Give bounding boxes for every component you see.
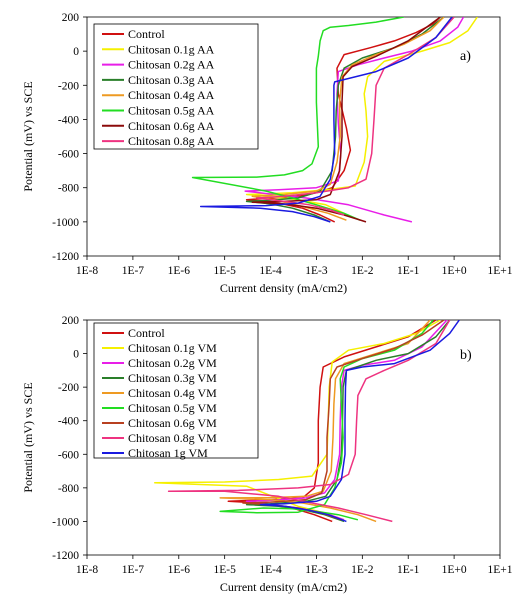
x-tick-label: 1E-4 xyxy=(259,265,282,277)
series-line-chitosan-0-8g-vm xyxy=(167,320,451,523)
legend-label: Chitosan 0.3g AA xyxy=(128,73,215,87)
series-line-chitosan-0-3g-aa xyxy=(245,17,445,223)
legend-label: Control xyxy=(128,27,165,41)
legend-label: Chitosan 0.4g VM xyxy=(128,386,217,400)
plot-area-frame xyxy=(86,16,501,257)
x-tick-label: 1E-7 xyxy=(122,564,145,576)
x-axis-title: Current density (mA/cm2) xyxy=(220,580,347,594)
x-tick-label: 1E+0 xyxy=(442,564,467,576)
x-tick-label: 1E-3 xyxy=(305,564,328,576)
legend-label: Chitosan 0.5g AA xyxy=(128,104,215,118)
legend-label: Control xyxy=(128,326,165,340)
series-line-chitosan-1g-vm xyxy=(259,320,460,523)
series-line-chitosan-0-2g-vm xyxy=(245,320,448,521)
y-axis-title: Potential (mV) vs SCE xyxy=(21,382,35,492)
legend-label: Chitosan 0.6g AA xyxy=(128,119,215,133)
series-line-chitosan-0-5g-aa xyxy=(191,17,404,221)
y-tick-label: -600 xyxy=(58,149,79,161)
x-tick-label: 1E-8 xyxy=(76,564,99,576)
y-tick-label: -1200 xyxy=(52,550,79,562)
legend-label: Chitosan 0.8g AA xyxy=(128,134,215,148)
x-tick-label: 1E-1 xyxy=(397,265,420,277)
y-tick-label: -600 xyxy=(58,449,79,461)
y-tick-label: -200 xyxy=(58,382,79,394)
y-tick-label: -1200 xyxy=(52,251,79,263)
legend-box xyxy=(93,23,259,150)
y-tick-label: 200 xyxy=(62,12,80,24)
panel-label: a) xyxy=(460,49,471,64)
y-tick-label: -400 xyxy=(58,416,79,428)
x-tick-label: 1E-2 xyxy=(351,564,374,576)
series-line-control xyxy=(245,17,441,223)
y-tick-label: -400 xyxy=(58,114,79,126)
legend-label: Chitosan 0.1g AA xyxy=(128,42,215,56)
legend-label: Chitosan 1g VM xyxy=(128,446,208,460)
x-tick-label: 1E-6 xyxy=(168,265,191,277)
y-axis-title: Potential (mV) vs SCE xyxy=(21,81,35,191)
legend-label: Chitosan 0.2g VM xyxy=(128,356,217,370)
x-tick-label: 1E-3 xyxy=(305,265,328,277)
chart-panel-b: 200 0 -200 -400 -600 -800 -1000 -1200 1E-8 1E-7 1E… xyxy=(21,315,513,594)
x-tick-label: 1E-1 xyxy=(397,564,420,576)
y-tick-label: 0 xyxy=(73,349,79,361)
legend-box xyxy=(93,322,259,459)
plot-area-frame xyxy=(86,319,501,556)
x-tick-label: 1E+1 xyxy=(487,265,512,277)
legend-label: Chitosan 0.6g VM xyxy=(128,416,217,430)
x-tick-label: 1E-6 xyxy=(168,564,191,576)
series-line-unlabeled xyxy=(199,17,453,223)
x-axis-title: Current density (mA/cm2) xyxy=(220,281,347,295)
x-tick-label: 1E+1 xyxy=(487,564,512,576)
series-line-chitosan-0-6g-aa xyxy=(251,17,441,223)
y-tick-label: -1000 xyxy=(52,516,79,528)
y-tick-label: -200 xyxy=(58,80,79,92)
x-tick-label: 1E-4 xyxy=(259,564,282,576)
legend-label: Chitosan 0.4g AA xyxy=(128,88,215,102)
panel-label: b) xyxy=(460,348,472,363)
y-tick-label: 200 xyxy=(62,315,80,327)
legend-label: Chitosan 0.1g VM xyxy=(128,341,217,355)
x-tick-label: 1E+0 xyxy=(442,265,467,277)
x-tick-label: 1E-2 xyxy=(351,265,374,277)
chart-panel-a: 200 0 -200 -400 -600 -800 -1000 -1200 1E-8 1E-7 1E… xyxy=(21,12,513,295)
y-tick-label: 0 xyxy=(73,46,79,58)
y-tick-label: -800 xyxy=(58,183,79,195)
legend-label: Chitosan 0.8g VM xyxy=(128,431,217,445)
y-tick-label: -800 xyxy=(58,483,79,495)
x-tick-label: 1E-5 xyxy=(213,265,236,277)
series-line-chitosan-0-1g-aa xyxy=(245,17,478,214)
legend-label: Chitosan 0.3g VM xyxy=(128,371,217,385)
series-line-chitosan-0-4g-vm xyxy=(219,320,431,523)
y-tick-label: -1000 xyxy=(52,217,79,229)
x-tick-label: 1E-8 xyxy=(76,265,99,277)
x-tick-label: 1E-7 xyxy=(122,265,145,277)
legend-label: Chitosan 0.2g AA xyxy=(128,58,215,72)
x-tick-label: 1E-5 xyxy=(213,564,236,576)
legend-label: Chitosan 0.5g VM xyxy=(128,401,217,415)
